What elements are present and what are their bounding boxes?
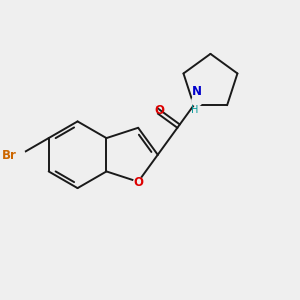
- Circle shape: [11, 148, 25, 163]
- Text: O: O: [154, 103, 164, 117]
- Circle shape: [134, 177, 142, 186]
- Circle shape: [192, 96, 202, 106]
- Text: Br: Br: [2, 149, 17, 162]
- Text: N: N: [192, 85, 202, 98]
- Circle shape: [148, 106, 158, 115]
- Text: O: O: [134, 176, 143, 189]
- Text: H: H: [191, 105, 199, 115]
